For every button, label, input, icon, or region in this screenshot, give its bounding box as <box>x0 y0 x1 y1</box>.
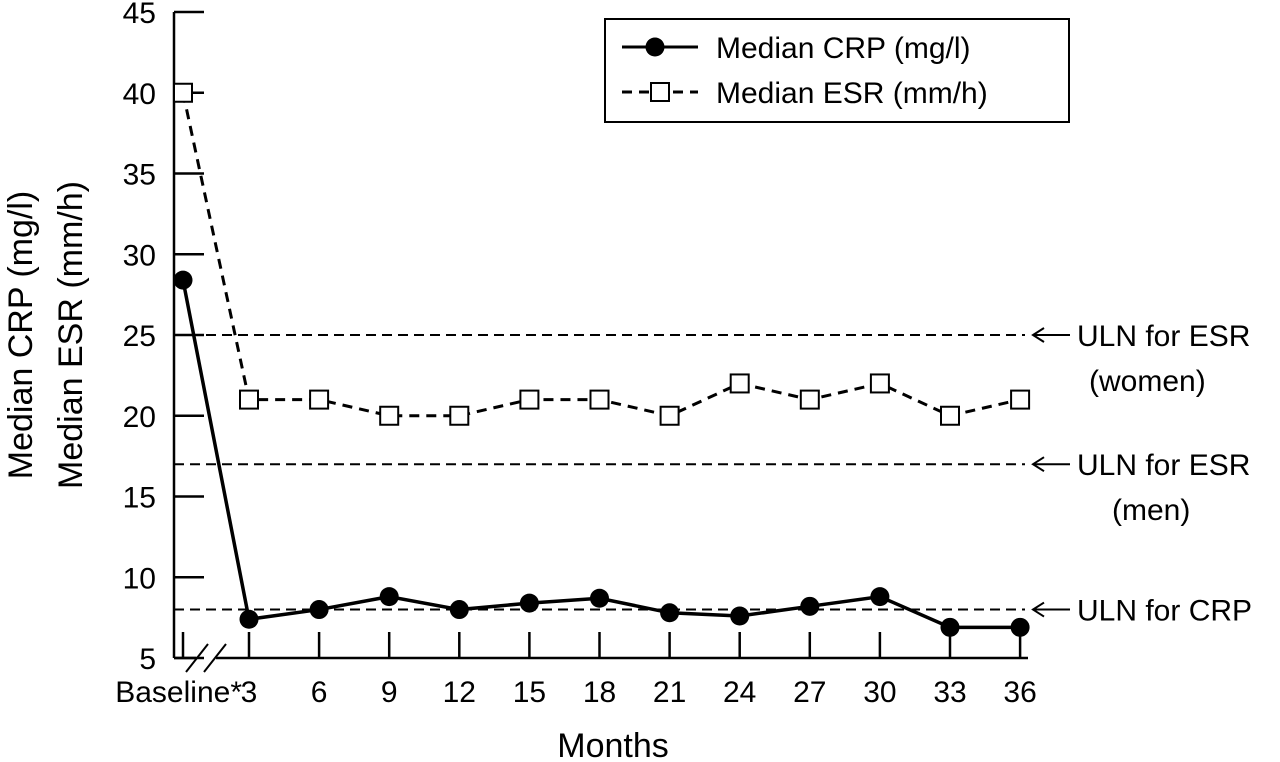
esr-point <box>449 405 470 426</box>
x-tick-label: 3 <box>241 676 258 709</box>
reference-label: ULN for ESR <box>1077 320 1250 353</box>
y-tick-label: 40 <box>123 78 156 111</box>
series <box>173 82 1031 637</box>
series-line-crp <box>181 279 1021 630</box>
reference-arrowhead <box>1031 601 1045 618</box>
esr-point <box>799 389 820 410</box>
esr-point <box>173 82 193 103</box>
esr-point <box>940 405 960 426</box>
crp-point <box>449 600 469 620</box>
reference-arrowhead <box>1031 456 1045 473</box>
legend-esr-label: Median ESR (mm/h) <box>716 77 988 110</box>
legend-box <box>604 18 1070 123</box>
y-tick-label: 35 <box>123 159 156 192</box>
y-tick-label: 25 <box>123 320 156 353</box>
x-tick-label: 30 <box>863 676 896 709</box>
reference-label: ULN for ESR <box>1077 449 1250 482</box>
x-tick-label: 36 <box>1003 676 1036 709</box>
y-axis-title-line: Median ESR (mm/h) <box>52 181 90 489</box>
esr-point <box>309 389 330 410</box>
crp-point <box>730 606 750 626</box>
y-tick-label: 5 <box>139 643 156 676</box>
crp-point <box>239 609 259 629</box>
x-tick-label: 21 <box>653 676 686 709</box>
x-tick-label: 12 <box>443 676 476 709</box>
reference-lines: ULN for ESR (women) ULN for ESR (men) ULN fo… <box>174 320 1252 628</box>
x-tick-label: 9 <box>381 676 398 709</box>
crp-point <box>173 270 193 290</box>
x-tick-label: 24 <box>723 676 756 709</box>
series-line-esr <box>181 92 1021 418</box>
reference-arrowhead <box>1031 327 1045 343</box>
axis-break-mark <box>203 643 227 673</box>
crp-point <box>800 596 820 616</box>
y-tick-label: 30 <box>123 239 156 272</box>
legend-crp-label: Median CRP (mg/l) <box>716 32 971 65</box>
y-tick-label: 15 <box>123 482 156 515</box>
x-tick-label: 27 <box>793 676 826 709</box>
crp-point <box>519 593 539 613</box>
crp-point <box>870 587 890 607</box>
crp-point <box>379 587 399 607</box>
x-tick-label: Baseline* <box>115 676 242 709</box>
crp-point <box>590 588 609 608</box>
crp-point <box>660 603 680 623</box>
x-axis-title: Months <box>557 727 669 762</box>
esr-point <box>869 373 890 394</box>
legend-crp-marker <box>645 37 665 57</box>
esr-point <box>239 389 259 410</box>
x-tick-label: 6 <box>311 676 328 709</box>
esr-point <box>589 389 610 410</box>
labels: Months Median CRP (mg/l) Median ESR (mm/h) <box>2 181 669 762</box>
y-axis-title: Median CRP (mg/l) Median ESR (mm/h) <box>2 181 90 489</box>
esr-point <box>1010 389 1031 410</box>
x-tick-label: 33 <box>933 676 966 709</box>
esr-point <box>729 373 750 394</box>
legend: Median CRP (mg/l) Median ESR (mm/h) <box>604 18 1070 123</box>
legend-esr-marker <box>650 82 670 102</box>
esr-point <box>519 389 540 410</box>
y-tick-label: 10 <box>123 562 156 595</box>
x-tick-label: 18 <box>583 676 616 709</box>
esr-point <box>659 405 680 426</box>
y-tick-label: 20 <box>123 401 156 434</box>
crp-point <box>940 617 960 637</box>
reference-sublabel: (women) <box>1089 365 1206 398</box>
esr-point <box>379 405 400 426</box>
y-axis-title-line: Median CRP (mg/l) <box>2 191 40 479</box>
reference-label: ULN for CRP <box>1077 595 1252 628</box>
y-tick-label: 45 <box>123 0 156 30</box>
reference-sublabel: (men) <box>1112 494 1190 527</box>
crp-point <box>309 600 329 620</box>
x-tick-label: 15 <box>513 676 546 709</box>
crp-point <box>1010 617 1030 637</box>
